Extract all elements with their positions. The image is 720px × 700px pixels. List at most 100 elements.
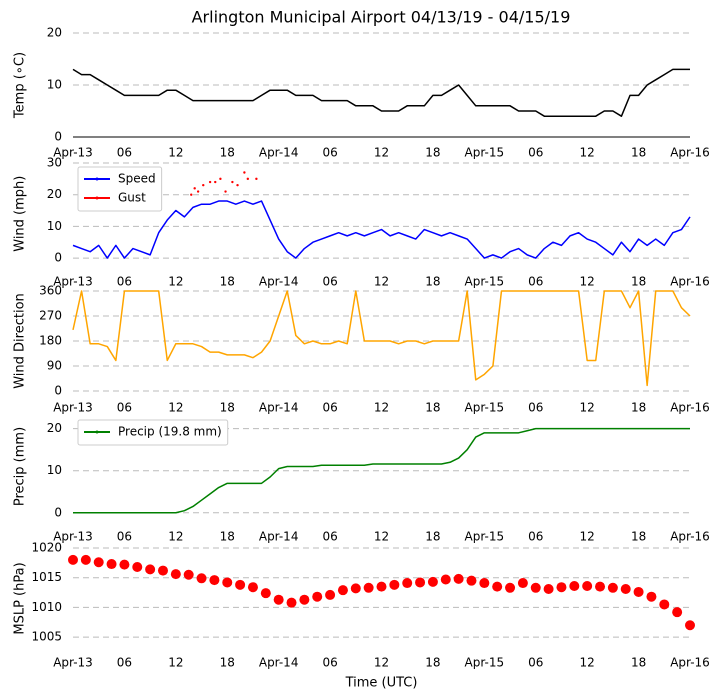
y-axis-label: Precip (mm) bbox=[13, 427, 28, 506]
legend-label: Speed bbox=[118, 172, 156, 186]
point bbox=[466, 575, 477, 586]
gust-point bbox=[231, 180, 234, 184]
y-axis-label: Wind (mph) bbox=[13, 176, 28, 252]
x-tick-label: Apr-14 bbox=[259, 656, 299, 670]
point bbox=[209, 575, 220, 586]
y-tick-label: 0 bbox=[54, 251, 62, 265]
y-tick-label: 180 bbox=[39, 334, 62, 348]
y-tick-label: 1005 bbox=[31, 630, 62, 644]
x-tick-label: Apr-15 bbox=[465, 275, 505, 289]
x-tick-label: 12 bbox=[374, 146, 389, 160]
x-tick-label: Apr-16 bbox=[670, 656, 710, 670]
y-tick-label: 1010 bbox=[31, 600, 62, 614]
point bbox=[543, 583, 554, 594]
x-tick-label: Apr-16 bbox=[670, 146, 710, 160]
x-tick-label: 12 bbox=[580, 401, 595, 415]
legend: Precip (19.8 mm) bbox=[77, 419, 229, 446]
x-tick-label: 12 bbox=[168, 530, 183, 544]
x-tick-label: Apr-16 bbox=[670, 275, 710, 289]
point bbox=[633, 586, 644, 597]
x-tick-label: 12 bbox=[374, 656, 389, 670]
x-tick-label: Apr-15 bbox=[465, 656, 505, 670]
point bbox=[402, 578, 413, 589]
y-tick-label: 30 bbox=[47, 156, 62, 170]
x-tick-label: 12 bbox=[168, 275, 183, 289]
point bbox=[106, 559, 117, 570]
x-tick-label: 06 bbox=[117, 401, 132, 415]
point bbox=[517, 578, 528, 589]
point bbox=[222, 577, 233, 588]
gust-point bbox=[255, 177, 258, 181]
x-tick-label: Apr-13 bbox=[53, 275, 93, 289]
x-tick-label: 18 bbox=[425, 656, 440, 670]
point bbox=[145, 564, 156, 575]
point bbox=[183, 569, 194, 580]
gust-point bbox=[224, 190, 227, 193]
x-tick-label: 12 bbox=[374, 275, 389, 289]
legend-label: Gust bbox=[118, 191, 146, 205]
x-tick-label: 12 bbox=[168, 656, 183, 670]
point bbox=[196, 573, 207, 584]
x-tick-label: Apr-15 bbox=[465, 530, 505, 544]
x-tick-label: 06 bbox=[528, 146, 543, 160]
point bbox=[427, 576, 438, 587]
x-tick-label: 12 bbox=[374, 530, 389, 544]
point bbox=[273, 594, 284, 605]
point bbox=[325, 589, 336, 600]
x-tick-label: 18 bbox=[220, 530, 235, 544]
x-tick-label: Apr-13 bbox=[53, 530, 93, 544]
y-tick-label: 1015 bbox=[31, 570, 62, 584]
point bbox=[93, 557, 104, 568]
point bbox=[312, 591, 323, 602]
x-tick-label: 12 bbox=[580, 275, 595, 289]
point bbox=[607, 582, 618, 593]
x-tick-label: Apr-13 bbox=[53, 656, 93, 670]
point bbox=[582, 581, 593, 592]
y-tick-label: 270 bbox=[39, 309, 62, 323]
legend: Speed Gust bbox=[77, 166, 163, 212]
point bbox=[685, 620, 695, 631]
series-line bbox=[72, 290, 691, 387]
point bbox=[492, 581, 503, 592]
y-tick-label: 20 bbox=[47, 421, 62, 435]
x-tick-label: 18 bbox=[425, 275, 440, 289]
legend-marker bbox=[95, 196, 99, 200]
point bbox=[80, 554, 91, 565]
series-line bbox=[72, 68, 690, 117]
x-tick-label: 12 bbox=[168, 146, 183, 160]
gust-point bbox=[236, 183, 239, 187]
x-tick-label: Apr-15 bbox=[465, 401, 505, 415]
y-tick-label: 10 bbox=[47, 463, 62, 477]
x-tick-label: 06 bbox=[528, 530, 543, 544]
point bbox=[620, 583, 631, 594]
x-tick-label: 18 bbox=[220, 275, 235, 289]
x-tick-label: 06 bbox=[322, 146, 337, 160]
x-tick-label: 06 bbox=[117, 656, 132, 670]
gust-point bbox=[208, 180, 212, 184]
x-tick-label: Apr-14 bbox=[259, 275, 299, 289]
point bbox=[569, 581, 580, 592]
point bbox=[479, 578, 490, 589]
x-tick-label: 12 bbox=[580, 146, 595, 160]
x-tick-label: Apr-14 bbox=[259, 146, 299, 160]
point bbox=[595, 581, 606, 592]
x-tick-label: 06 bbox=[322, 401, 337, 415]
point bbox=[68, 554, 78, 565]
series-line bbox=[72, 200, 691, 259]
legend-marker bbox=[95, 430, 99, 434]
x-tick-label: 06 bbox=[322, 656, 337, 670]
point bbox=[440, 574, 451, 585]
gust-point bbox=[243, 171, 246, 174]
x-tick-label: Apr-14 bbox=[259, 401, 299, 415]
x-tick-label: 18 bbox=[631, 146, 646, 160]
y-tick-label: 10 bbox=[47, 78, 62, 92]
point bbox=[505, 582, 516, 593]
x-tick-label: 18 bbox=[220, 656, 235, 670]
point bbox=[286, 597, 297, 608]
y-axis-label: Wind Direction bbox=[13, 293, 28, 389]
point bbox=[415, 577, 426, 588]
x-tick-label: Apr-16 bbox=[670, 530, 710, 544]
y-tick-label: 360 bbox=[39, 284, 62, 298]
y-tick-label: 20 bbox=[47, 26, 62, 40]
